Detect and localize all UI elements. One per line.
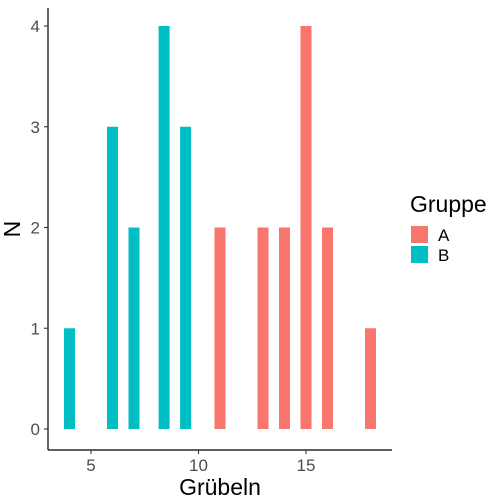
y-tick-label: 2	[31, 219, 40, 238]
y-tick-label: 4	[31, 17, 40, 36]
legend-swatch-B	[411, 246, 428, 263]
bar-A-0	[214, 227, 226, 429]
y-tick-label: 1	[31, 319, 40, 338]
bar-A-3	[300, 26, 312, 429]
x-tick-label: 15	[297, 456, 316, 475]
legend-swatch-A	[411, 226, 428, 243]
x-tick-label: 5	[86, 456, 95, 475]
bar-A-1	[257, 227, 269, 429]
bar-B-1	[107, 126, 118, 429]
legend-label-A: A	[438, 226, 450, 245]
legend-label-B: B	[438, 246, 449, 265]
x-axis-ticks: 5 10 15	[86, 450, 315, 475]
bar-B-0	[64, 328, 75, 429]
y-tick-label: 3	[31, 118, 40, 137]
x-axis-title: Grübeln	[179, 474, 261, 500]
legend-items: AB	[411, 226, 450, 265]
x-tick-label: 10	[189, 456, 208, 475]
bar-A-5	[365, 328, 376, 429]
bar-A-2	[279, 227, 290, 429]
legend: Gruppe AB	[410, 191, 487, 265]
bar-B-4	[180, 126, 192, 429]
bar-B-2	[128, 227, 140, 429]
legend-title: Gruppe	[410, 191, 487, 217]
y-axis-ticks: 0 1 2 3 4	[31, 17, 48, 439]
bars-layer	[64, 26, 376, 429]
bar-A-4	[322, 227, 333, 429]
y-tick-label: 0	[31, 420, 40, 439]
y-axis-title: N	[0, 221, 25, 238]
bar-B-3	[158, 26, 170, 429]
